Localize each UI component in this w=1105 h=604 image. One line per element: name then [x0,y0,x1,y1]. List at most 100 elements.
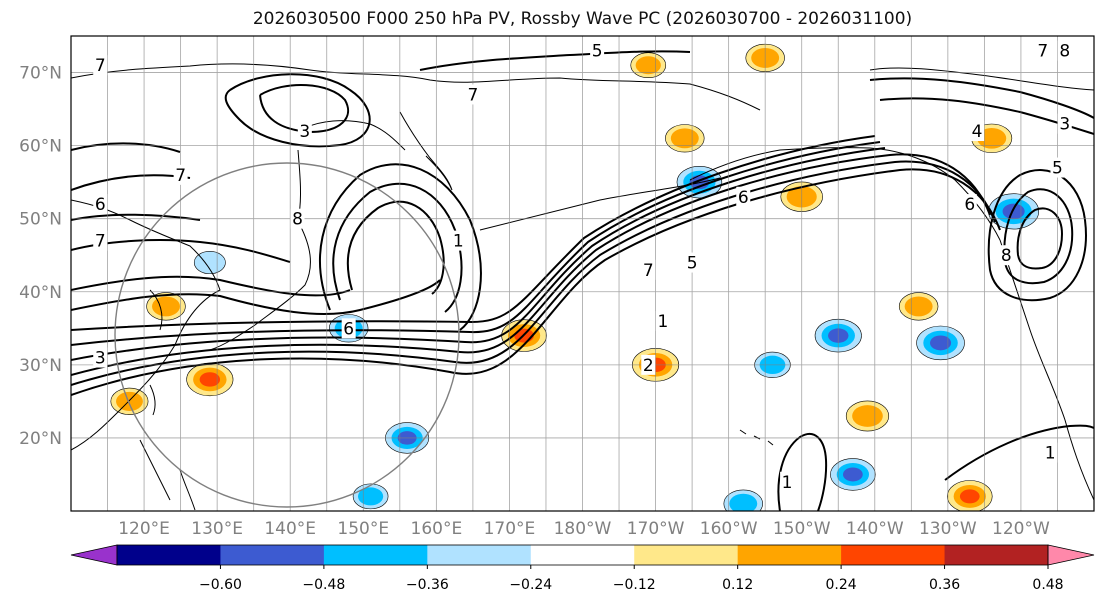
contour-label-bg [1057,113,1072,134]
contour-label: 2 [643,356,654,376]
contour-label: 6 [343,319,354,339]
contour-label-bg [1050,157,1065,178]
contour-label: 4 [972,122,983,142]
lon-tick-label: 180°W [554,519,612,539]
range-circle [114,162,460,508]
anomaly-positive [199,372,221,387]
pv-contour-12 [71,142,181,153]
lat-tick-label: 30°N [19,356,62,376]
contour-label: 6 [738,188,749,208]
lon-tick-label: 130°E [191,519,243,539]
colorbar-segment [220,545,325,565]
colorbar-segment [841,545,946,565]
contour-label-bg [297,121,312,141]
colorbar-tick-label: −0.24 [509,577,552,593]
coastline-canada [869,67,1094,91]
lon-tick-label: 170°W [627,519,685,539]
coastline-russia [71,63,761,111]
contour-label-bg [655,311,670,331]
colorbar-segment [323,545,428,565]
lat-tick-label: 40°N [19,283,62,303]
contour-label: 8 [1001,246,1012,266]
lat-tick-label: 70°N [19,64,62,84]
coastline-china [71,199,221,451]
contour-label: 7 [643,261,654,281]
contour-label: 5 [592,42,603,62]
pv-contour-4 [71,147,886,361]
contour-label-bg [641,259,656,280]
coastline-hawaii [739,429,774,446]
pv-contour-14 [332,182,463,313]
anomaly-negative [930,335,952,351]
lon-tick-label: 140°W [846,519,904,539]
pv-contour-19 [1003,188,1074,285]
contour-label-bg [590,40,605,61]
colorbar-segment [944,545,1049,565]
contour-label-bg [341,318,356,339]
colorbar-frame [116,544,1049,566]
lat-tick-label: 50°N [19,210,62,230]
contour-label-bg [780,471,795,492]
anomaly-negative [357,487,384,506]
coastline-philippines [139,439,196,511]
colorbar-tick-label: 0.48 [1032,577,1063,593]
lon-tick-label: 120°E [118,519,170,539]
colorbar-segment [737,545,842,565]
pv-contours [71,50,1094,511]
lon-tick-label: 140°E [264,519,316,539]
lon-tick-label: 170°E [484,519,536,539]
contour-label: 5 [1052,159,1063,179]
pv-contour-17 [259,84,350,134]
colorbar-tick-label: 0.12 [722,577,753,593]
anomaly-negative [1002,203,1025,220]
anomaly-positive [852,405,883,427]
colorbar-tick-label: −0.36 [406,577,449,593]
contour-label-bg [1035,40,1050,61]
colorbar-extend-high [1047,544,1095,566]
anomaly-negative [842,467,863,482]
colorbar-tick-label: 0.36 [929,577,960,593]
pv-contour-25 [419,50,691,71]
anomaly-positive [635,56,661,75]
colorbar-tick-label: −0.48 [302,577,345,593]
coastline-taiwan [149,384,156,416]
pv-contour-16 [224,73,371,148]
contour-label-bg [93,55,108,76]
lon-tick-label: 160°W [700,519,758,539]
contour-label: 7 [175,166,186,186]
anomaly-positive [959,489,980,504]
anomaly-negative [729,493,758,511]
pv-contour-5 [71,141,881,346]
colorbar [70,544,1095,566]
pv-contour-8 [71,275,351,297]
contour-label-bg [970,121,985,141]
pv-contour-13 [319,163,482,331]
pv-contour-18 [987,169,1087,302]
anomaly-positive [904,296,933,317]
contour-label-bg [999,245,1014,266]
contour-label-bg [451,230,466,251]
colorbar-tick-label: −0.60 [199,577,242,593]
colorbar-segment [427,545,532,565]
pv-contour-23 [944,424,1094,481]
lon-tick-label: 150°E [337,519,389,539]
pv-contour-1 [71,168,1001,396]
contour-label-bg [173,164,188,185]
pv-contour-6 [71,135,876,331]
coastline-north-america [999,239,1094,501]
lat-tick-label: 60°N [19,137,62,157]
lon-tick-label: 150°W [773,519,831,539]
contour-label: 1 [453,232,464,252]
lat-tick-label: 20°N [19,429,62,449]
map-frame [70,35,1095,512]
contour-label: 3 [95,349,106,369]
pv-contour-20 [1016,207,1064,270]
pv-contour-10 [71,213,201,221]
contour-label-bg [93,347,108,368]
contour-label: 7 [95,232,106,252]
contour-label: 3 [299,122,310,142]
pv-contour-3 [71,153,991,376]
colorbar-extend-low [70,544,118,566]
pv-contour-15 [346,200,445,295]
